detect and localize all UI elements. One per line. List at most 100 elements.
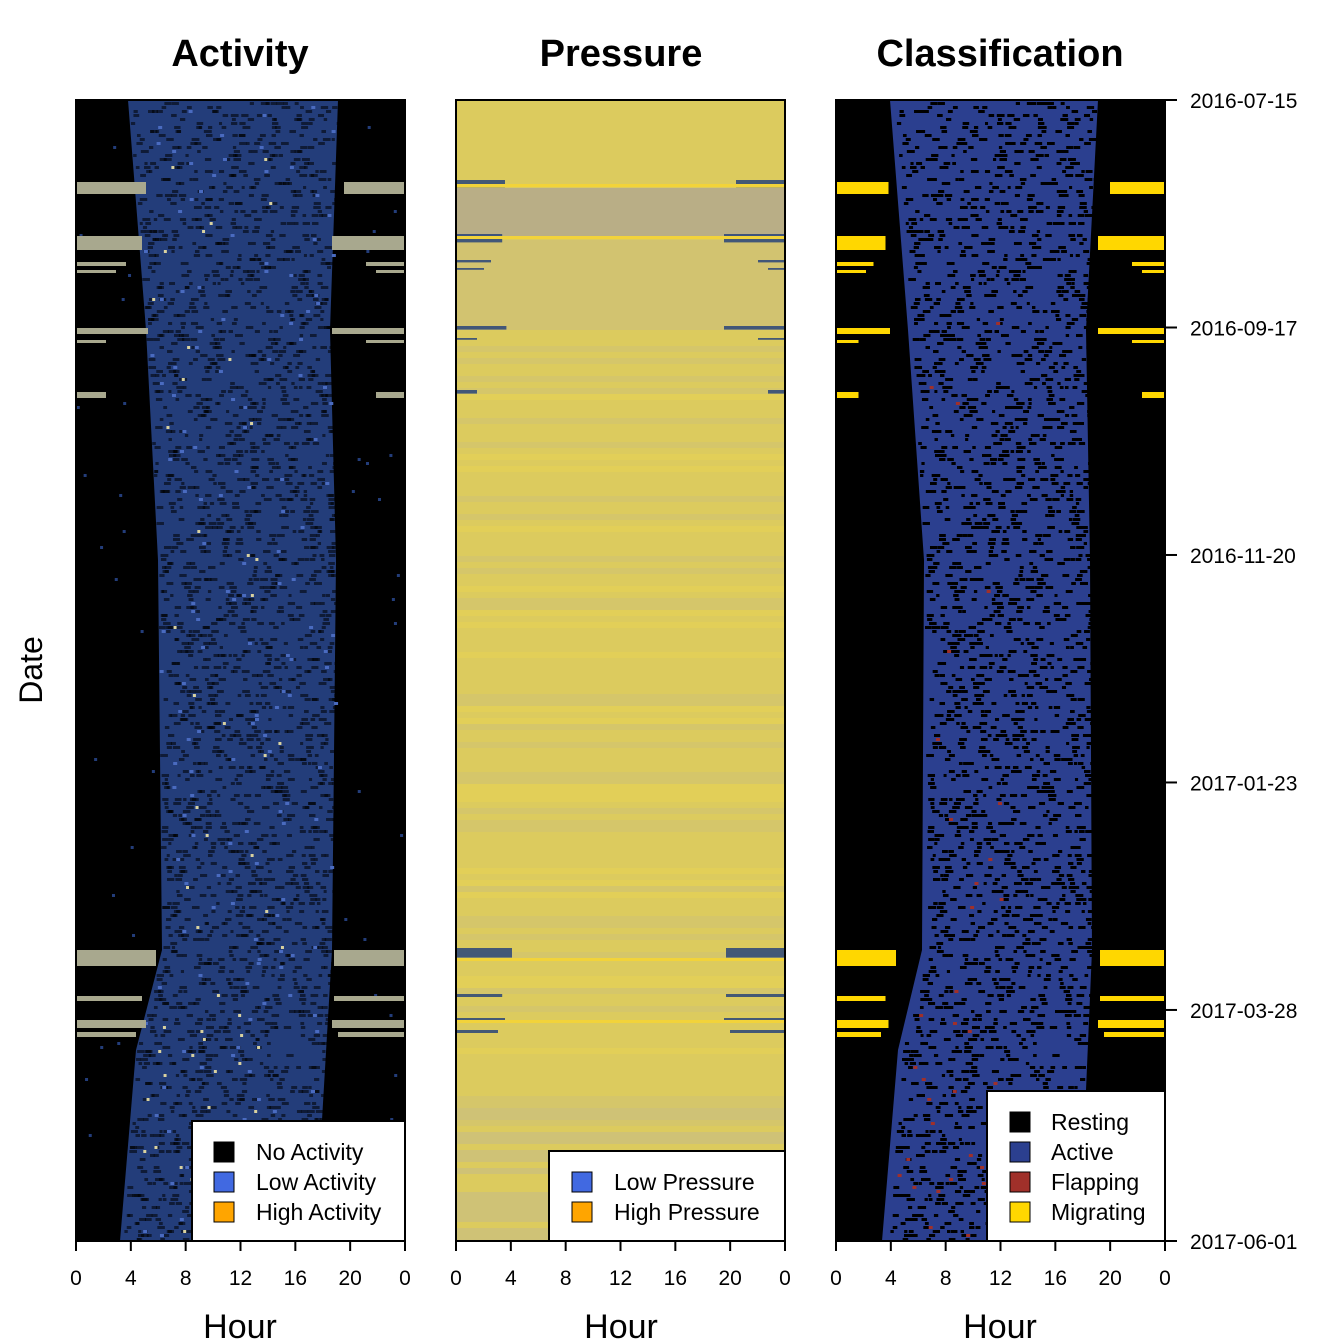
class-rest-speck xyxy=(970,206,978,209)
activity-rest-speck xyxy=(210,698,216,701)
activity-rest-speck xyxy=(222,866,228,869)
class-rest-speck xyxy=(1010,602,1017,605)
activity-rest-speck xyxy=(256,934,261,937)
class-rest-speck xyxy=(915,146,920,149)
class-rest-speck xyxy=(1070,286,1075,289)
activity-rest-speck xyxy=(287,706,295,709)
class-rest-speck xyxy=(1013,270,1022,273)
class-rest-speck xyxy=(966,518,971,521)
class-rest-speck xyxy=(989,182,993,185)
activity-rest-speck xyxy=(270,790,278,793)
class-rest-speck xyxy=(980,714,988,717)
class-rest-speck xyxy=(934,838,940,841)
class-rest-speck xyxy=(1013,398,1019,401)
pressure-row xyxy=(456,1096,785,1102)
activity-rest-speck xyxy=(194,1022,203,1025)
pressure-row xyxy=(456,670,785,676)
activity-rest-speck xyxy=(261,642,269,645)
activity-rest-speck xyxy=(317,114,325,117)
activity-rest-speck xyxy=(233,158,241,161)
class-rest-speck xyxy=(937,102,945,105)
class-rest-speck xyxy=(978,750,985,753)
class-rest-speck xyxy=(1080,306,1088,309)
activity-rest-speck xyxy=(185,394,192,397)
activity-rest-speck xyxy=(322,874,329,877)
class-rest-speck xyxy=(1055,618,1061,621)
pressure-low-left xyxy=(456,180,505,188)
activity-rest-speck xyxy=(214,714,222,717)
activity-rest-speck xyxy=(304,286,309,289)
activity-low-speck xyxy=(154,1114,159,1117)
class-rest-speck xyxy=(954,834,962,837)
class-rest-speck xyxy=(1059,386,1064,389)
activity-rest-speck xyxy=(259,954,268,957)
activity-rest-speck xyxy=(282,510,290,513)
activity-rest-speck xyxy=(206,198,213,201)
activity-rest-speck xyxy=(225,1038,233,1041)
activity-rest-speck xyxy=(247,242,256,245)
activity-rest-speck xyxy=(189,178,193,181)
class-rest-speck xyxy=(1005,142,1013,145)
activity-rest-speck xyxy=(187,486,196,489)
class-rest-speck xyxy=(990,546,994,549)
activity-rest-speck xyxy=(148,254,157,257)
class-rest-speck xyxy=(966,398,975,401)
activity-high-speck xyxy=(209,222,213,225)
activity-rest-speck xyxy=(170,202,177,205)
activity-rest-speck xyxy=(251,294,257,297)
activity-rest-speck xyxy=(183,1074,188,1077)
activity-rest-speck xyxy=(265,234,273,237)
activity-rest-speck xyxy=(312,554,317,557)
activity-rest-speck xyxy=(177,162,185,165)
activity-rest-speck xyxy=(153,1170,162,1173)
activity-rest-speck xyxy=(278,558,284,561)
activity-rest-speck xyxy=(324,966,328,969)
activity-rest-speck xyxy=(308,854,316,857)
activity-rest-speck xyxy=(213,722,222,725)
class-rest-speck xyxy=(984,606,988,609)
activity-rest-speck xyxy=(330,690,339,693)
activity-rest-speck xyxy=(319,942,326,945)
activity-rest-speck xyxy=(267,674,274,677)
activity-rest-speck xyxy=(181,1230,185,1233)
activity-rest-speck xyxy=(148,110,155,113)
activity-rest-speck xyxy=(199,434,204,437)
activity-rest-speck xyxy=(243,1022,252,1025)
class-rest-speck xyxy=(1084,630,1088,633)
class-rest-speck xyxy=(1062,574,1070,577)
activity-rest-speck xyxy=(236,978,245,981)
pressure-row xyxy=(456,1060,785,1066)
class-rest-speck xyxy=(903,202,909,205)
class-rest-speck xyxy=(943,498,949,501)
activity-rest-speck xyxy=(250,406,257,409)
class-rest-speck xyxy=(1078,222,1085,225)
class-rest-speck xyxy=(1049,930,1055,933)
activity-rest-speck xyxy=(267,906,275,909)
activity-rest-speck xyxy=(301,986,308,989)
activity-rest-speck xyxy=(279,586,288,589)
class-rest-speck xyxy=(1015,102,1020,105)
class-rest-speck xyxy=(1073,146,1081,149)
activity-rest-speck xyxy=(174,126,181,129)
activity-rest-speck xyxy=(167,474,175,477)
class-rest-speck xyxy=(934,842,938,845)
class-rest-speck xyxy=(1007,854,1013,857)
activity-rest-speck xyxy=(163,546,172,549)
activity-rest-speck xyxy=(175,330,181,333)
class-rest-speck xyxy=(978,526,984,529)
activity-rest-speck xyxy=(291,1086,298,1089)
activity-rest-speck xyxy=(182,754,189,757)
class-rest-speck xyxy=(1070,270,1077,273)
class-rest-speck xyxy=(911,306,918,309)
class-rest-speck xyxy=(1019,446,1026,449)
activity-rest-speck xyxy=(294,486,300,489)
activity-rest-speck xyxy=(263,378,269,381)
class-rest-speck xyxy=(1076,526,1084,529)
activity-rest-speck xyxy=(323,678,331,681)
activity-rest-speck xyxy=(304,890,310,893)
activity-rest-speck xyxy=(332,106,338,109)
class-rest-speck xyxy=(1049,794,1057,797)
activity-rest-speck xyxy=(260,578,268,581)
class-rest-speck xyxy=(938,382,944,385)
class-flap-speck xyxy=(929,386,934,389)
